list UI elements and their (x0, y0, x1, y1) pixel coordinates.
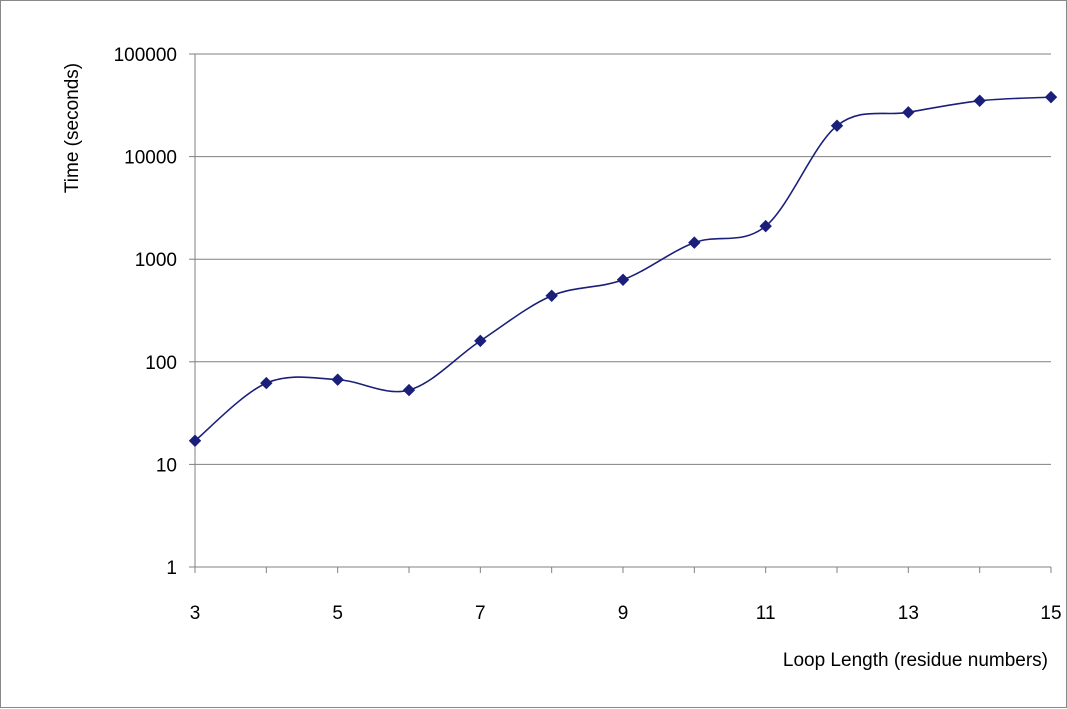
x-tick-label: 11 (756, 603, 776, 624)
y-tick-label: 100 (145, 353, 177, 374)
x-tick-label: 7 (475, 603, 486, 624)
y-tick-label: 1000 (135, 250, 177, 271)
y-tick-label: 1 (166, 558, 177, 579)
data-point-marker (830, 119, 844, 132)
x-tick-label: 5 (332, 603, 343, 624)
data-point-marker (902, 106, 915, 119)
data-point-marker (545, 289, 558, 302)
series-layer (188, 90, 1058, 447)
y-tick-label: 100000 (114, 45, 177, 66)
data-point-marker (1044, 90, 1058, 104)
data-point-marker (260, 376, 273, 390)
y-tick-label: 10000 (124, 148, 177, 169)
x-tick-label: 13 (898, 603, 919, 624)
gridlines (195, 53, 1051, 465)
data-point-marker (402, 383, 416, 397)
data-point-marker (474, 334, 487, 348)
data-point-marker (759, 219, 772, 233)
data-point-marker (973, 94, 986, 107)
y-axis-title: Time (seconds) (62, 63, 83, 193)
data-point-marker (188, 434, 202, 447)
tick-labels: 1 10 100 1000 10000 100000 3 5 7 9 11 13 15 (114, 45, 1062, 624)
x-tick-label: 3 (190, 603, 201, 624)
axes (189, 53, 1052, 573)
x-axis-title: Loop Length (residue numbers) (783, 650, 1048, 671)
data-point-marker (616, 273, 630, 286)
series-line (194, 96, 1052, 442)
data-point-marker (688, 236, 701, 249)
data-point-marker (331, 373, 344, 386)
x-tick-label: 9 (618, 603, 629, 624)
y-tick-label: 10 (156, 455, 177, 476)
x-tick-label: 15 (1040, 603, 1061, 624)
